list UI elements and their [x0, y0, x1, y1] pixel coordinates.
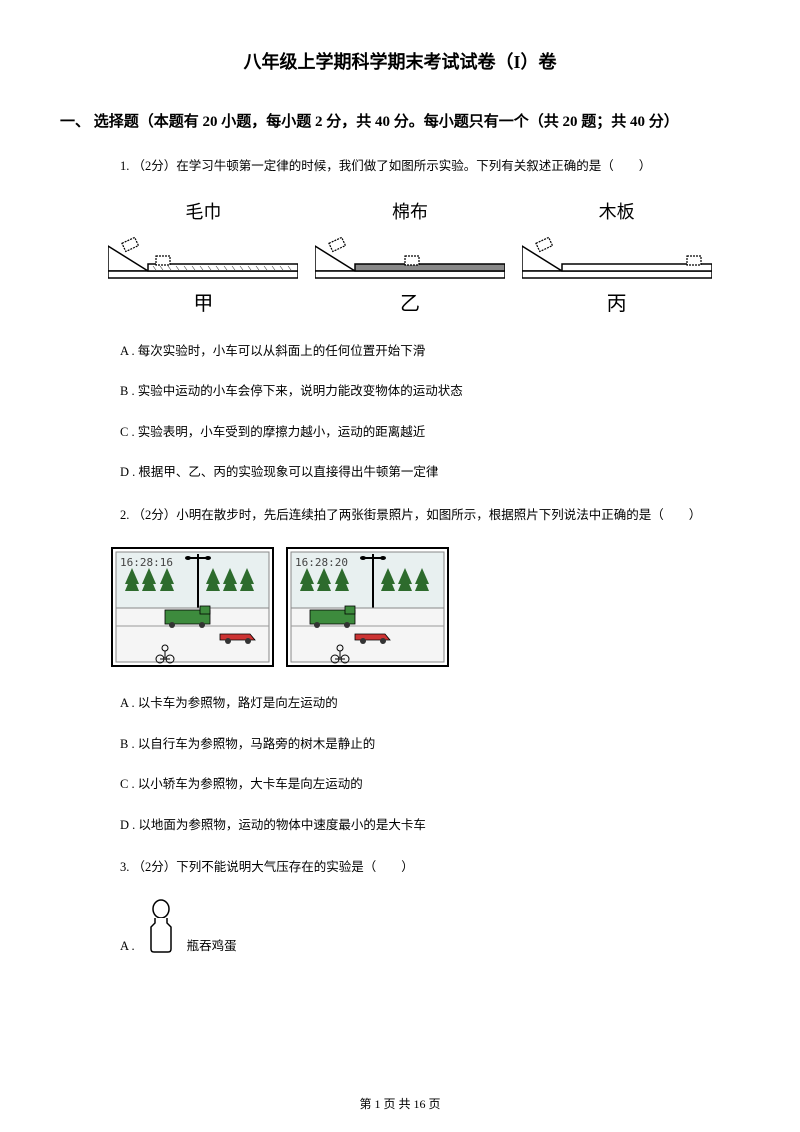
q1-figures: 毛巾 甲 棉布 乙 — [100, 198, 720, 316]
svg-text:16:28:20: 16:28:20 — [295, 556, 348, 569]
q1-option-a: A . 每次实验时，小车可以从斜面上的任何位置开始下滑 — [120, 340, 720, 363]
q2-option-d: D . 以地面为参照物，运动的物体中速度最小的是大卡车 — [120, 814, 720, 837]
question-2: 2. （2分）小明在散步时，先后连续拍了两张街景照片，如图所示，根据照片下列说法… — [120, 504, 720, 837]
label-cotton-bottom: 乙 — [400, 287, 420, 316]
question-1: 1. （2分）在学习牛顿第一定律的时候，我们做了如图所示实验。下列有关叙述正确的… — [120, 155, 720, 484]
bottle-egg-icon — [143, 899, 179, 954]
question-3: 3. （2分）下列不能说明大气压存在的实验是（ ） A . 瓶吞鸡蛋 — [120, 856, 720, 954]
q3-a-prefix: A . — [120, 939, 135, 954]
q2-text: 2. （2分）小明在散步时，先后连续拍了两张街景照片，如图所示，根据照片下列说法… — [120, 504, 720, 527]
q2-option-c: C . 以小轿车为参照物，大卡车是向左运动的 — [120, 773, 720, 796]
q2-option-a: A . 以卡车为参照物，路灯是向左运动的 — [120, 692, 720, 715]
section-header: 一、 选择题（本题有 20 小题，每小题 2 分，共 40 分。每小题只有一个（… — [60, 110, 740, 131]
page-title: 八年级上学期科学期末考试试卷（I）卷 — [60, 48, 740, 74]
figure-cotton: 棉布 乙 — [315, 198, 505, 316]
q3-a-text: 瓶吞鸡蛋 — [187, 935, 237, 954]
q1-option-b: B . 实验中运动的小车会停下来，说明力能改变物体的运动状态 — [120, 380, 720, 403]
figure-wood: 木板 丙 — [522, 198, 712, 316]
ramp-wood-diagram — [522, 226, 712, 281]
label-towel-bottom: 甲 — [193, 287, 213, 316]
label-cotton-top: 棉布 — [392, 198, 428, 224]
q1-option-d: D . 根据甲、乙、丙的实验现象可以直接得出牛顿第一定律 — [120, 461, 720, 484]
photo-2: 16:28:20 — [285, 546, 450, 668]
q3-option-a: A . 瓶吞鸡蛋 — [120, 899, 720, 954]
page-footer: 第 1 页 共 16 页 — [0, 1095, 800, 1112]
label-wood-top: 木板 — [599, 198, 635, 224]
ramp-towel-diagram — [108, 226, 298, 281]
svg-text:16:28:16: 16:28:16 — [120, 556, 173, 569]
q3-text: 3. （2分）下列不能说明大气压存在的实验是（ ） — [120, 856, 720, 879]
q1-option-c: C . 实验表明，小车受到的摩擦力越小，运动的距离越近 — [120, 421, 720, 444]
figure-towel: 毛巾 甲 — [108, 198, 298, 316]
q2-option-b: B . 以自行车为参照物，马路旁的树木是静止的 — [120, 733, 720, 756]
q2-photos: 16:28:16 — [110, 546, 720, 668]
photo-1: 16:28:16 — [110, 546, 275, 668]
label-wood-bottom: 丙 — [607, 287, 627, 316]
label-towel-top: 毛巾 — [185, 198, 221, 224]
q1-text: 1. （2分）在学习牛顿第一定律的时候，我们做了如图所示实验。下列有关叙述正确的… — [120, 155, 720, 178]
ramp-cotton-diagram — [315, 226, 505, 281]
